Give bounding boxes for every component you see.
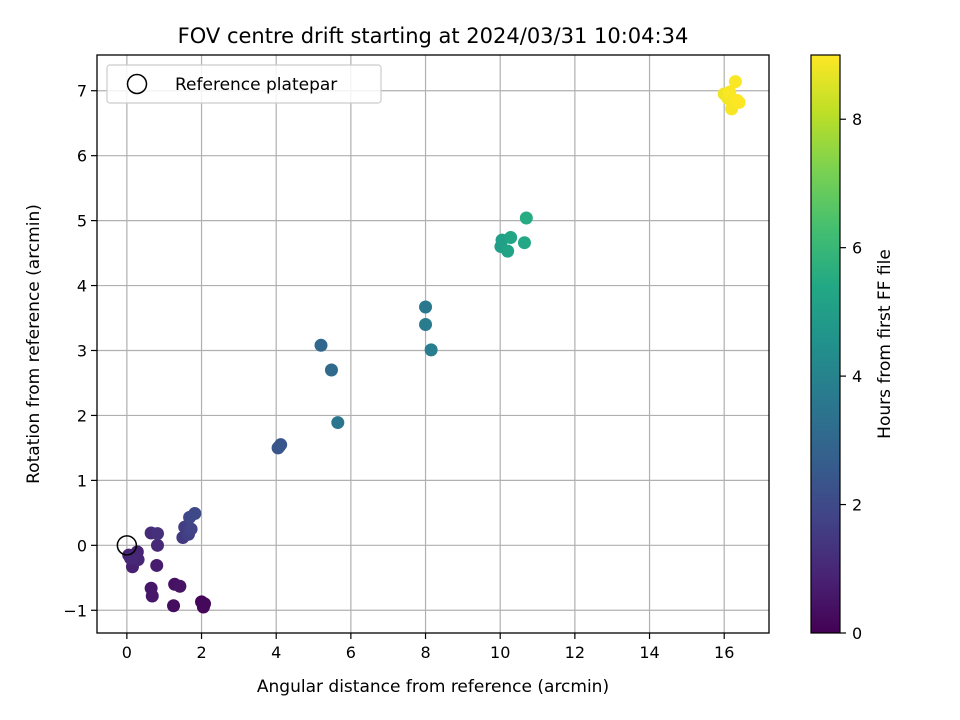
y-axis-label: Rotation from reference (arcmin) — [24, 204, 44, 484]
data-point — [728, 75, 742, 89]
data-point — [145, 589, 159, 603]
colorbar-tick-label: 4 — [852, 367, 862, 386]
colorbar-tick-label: 6 — [852, 239, 862, 258]
data-point — [198, 597, 212, 611]
reference-marker-layer — [116, 535, 138, 556]
y-tick-label: −1 — [63, 601, 87, 620]
y-tick-label: 0 — [77, 536, 87, 555]
x-tick-label: 16 — [714, 643, 734, 662]
y-tick-label: 4 — [77, 277, 87, 296]
x-tick-label: 10 — [490, 643, 510, 662]
data-point — [517, 236, 531, 250]
data-point — [519, 211, 533, 225]
data-point — [504, 230, 518, 244]
y-tick-label: 1 — [77, 471, 87, 490]
x-axis-ticks: 0 2 4 6 8 10 12 14 16 — [122, 633, 734, 662]
legend-box — [106, 64, 382, 104]
x-tick-label: 4 — [271, 643, 281, 662]
x-axis-label: Angular distance from reference (arcmin) — [257, 677, 609, 697]
data-point — [150, 527, 164, 541]
data-point — [331, 416, 345, 430]
data-point — [272, 440, 286, 454]
x-tick-label: 14 — [639, 643, 659, 662]
plot-frame — [96, 54, 770, 634]
colorbar-tick-label: 0 — [852, 624, 862, 643]
data-point — [150, 558, 164, 572]
x-tick-label: 6 — [346, 643, 356, 662]
colorbar-label: Hours from first FF file — [875, 249, 895, 439]
data-point — [314, 338, 328, 352]
colorbar-gradient — [810, 54, 841, 634]
legend-marker-icon — [126, 73, 148, 95]
y-tick-label: 7 — [77, 82, 87, 101]
x-tick-label: 2 — [196, 643, 206, 662]
data-point — [184, 522, 198, 536]
data-point — [188, 507, 202, 521]
data-point — [501, 244, 515, 258]
data-point — [419, 300, 433, 314]
x-tick-label: 0 — [122, 643, 132, 662]
y-tick-label: 6 — [77, 147, 87, 166]
chart-title: FOV centre drift starting at 2024/03/31 … — [178, 24, 689, 48]
data-point — [173, 579, 187, 593]
x-tick-label: 12 — [565, 643, 585, 662]
x-tick-label: 8 — [420, 643, 430, 662]
y-tick-label: 2 — [77, 406, 87, 425]
data-point — [723, 85, 737, 99]
data-point — [324, 363, 338, 377]
data-point — [167, 599, 181, 613]
colorbar-tick-label: 2 — [852, 496, 862, 515]
data-point — [732, 95, 746, 109]
colorbar-tick-label: 8 — [852, 110, 862, 129]
legend: Reference platepar — [106, 64, 382, 104]
data-point — [424, 343, 438, 357]
colorbar-ticks: 0 2 4 6 8 — [840, 110, 862, 643]
y-tick-label: 5 — [77, 212, 87, 231]
data-point — [419, 318, 433, 332]
data-points — [122, 75, 746, 614]
reference-platepar-marker — [116, 535, 138, 556]
legend-label: Reference platepar — [175, 75, 337, 95]
data-point — [150, 538, 164, 552]
colorbar: 0 2 4 6 8 Hours from first FF file — [810, 54, 895, 643]
y-tick-label: 3 — [77, 341, 87, 360]
y-axis-ticks: −1 0 1 2 3 4 5 6 7 — [63, 82, 97, 620]
